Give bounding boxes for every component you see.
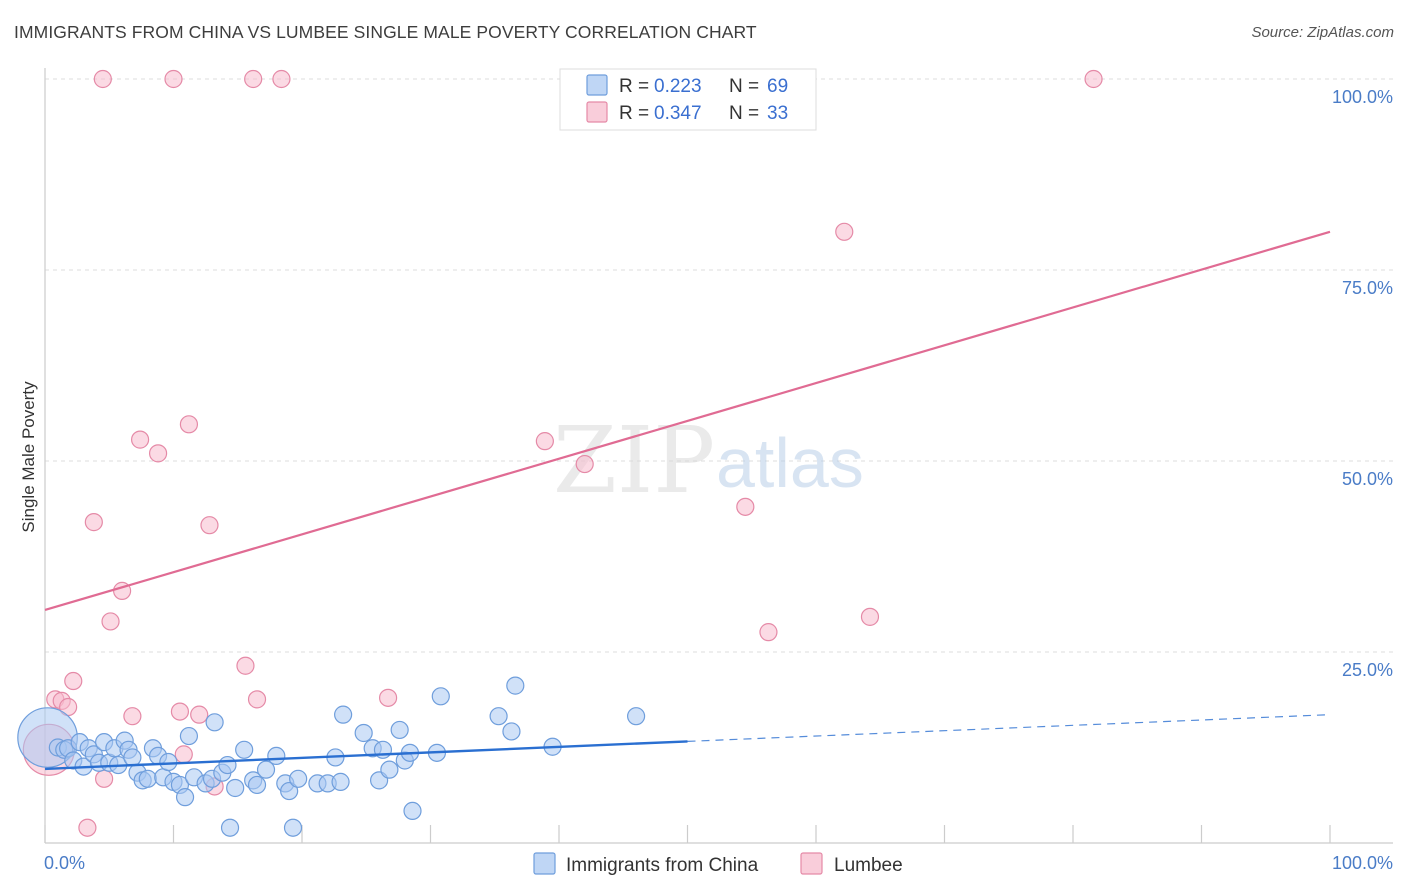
lumbee-point-16 [190,705,209,724]
y-axis-label: Single Male Poverty [19,381,38,533]
china-point-42 [280,781,299,801]
lumbee-point-22 [93,69,112,89]
legend-r-value-lumbee: 0.347 [654,103,702,124]
lumbee-point-4 [64,671,83,691]
series-legend-swatch-china [533,852,556,875]
china-point-62 [502,722,521,741]
lumbee-point-11 [130,430,150,449]
china-point-33 [218,755,237,775]
lumbee-point-29 [759,623,778,642]
lumbee-point-31 [860,607,880,626]
lumbee-point-23 [164,69,183,89]
lumbee-point-20 [247,690,267,709]
china-point-50 [354,723,373,743]
legend-r-label-lumbee: R = [619,103,649,124]
china-point-19 [138,769,157,788]
lumbee-point-15 [179,415,199,434]
legend-r-label-china: R = [619,76,649,97]
lumbee-point-13 [170,702,190,721]
china-point-44 [289,769,308,788]
legend-n-value-lumbee: 33 [767,103,788,124]
x-tick-label-1: 100.0% [1332,853,1393,873]
china-point-35 [226,778,245,798]
lumbee-point-27 [575,454,594,474]
china-point-31 [205,713,224,732]
lumbee-point-21 [378,688,398,707]
china-point-34 [220,818,240,837]
china-point-65 [626,707,646,726]
china-points [17,676,646,837]
watermark: ZIP atlas [553,407,864,514]
china-point-16 [123,748,142,767]
legend-n-label-china: N = [729,76,759,97]
axes [44,68,1393,844]
china-point-49 [334,705,353,724]
lumbee-point-7 [95,769,114,788]
lumbee-point-12 [148,444,168,463]
grid-lines [45,78,1393,653]
lumbee-point-17 [200,516,219,535]
correlation-legend: R = 0.223 N = 69 R = 0.347 N = 33 [559,68,817,131]
legend-swatch-china [586,74,608,96]
china-point-61 [489,707,508,726]
lumbee-point-10 [123,707,142,726]
trend-lines [44,230,1331,771]
legend-n-label-lumbee: N = [729,103,759,124]
china-point-48 [331,772,350,791]
y-tick-label-2: 50.0% [1342,469,1393,489]
china-point-40 [267,746,286,766]
y-tick-label-1: 75.0% [1342,278,1393,298]
china-point-54 [380,760,399,779]
series-legend-label-china: Immigrants from China [566,855,759,876]
lumbee-point-5 [78,818,97,837]
china-point-38 [247,775,267,795]
lumbee-point-25 [272,69,291,89]
x-tick-label-0: 0.0% [44,853,85,873]
chart-title: IMMIGRANTS FROM CHINA VS LUMBEE SINGLE M… [14,22,757,42]
y-tick-label-3: 25.0% [1342,660,1393,680]
china-point-23 [159,752,178,772]
china-point-58 [403,801,422,821]
china-trend-extension [687,714,1331,742]
lumbee-point-6 [84,513,103,532]
china-point-36 [235,740,254,759]
lumbee-point-9 [101,612,120,631]
lumbee-point-32 [1084,69,1103,89]
china-point-43 [283,818,303,837]
lumbee-point-30 [835,222,854,241]
x-tick-labels: 0.0% 100.0% [44,853,1393,873]
y-tick-label-0: 100.0% [1332,87,1393,107]
china-point-39 [256,760,276,779]
lumbee-point-28 [736,497,755,516]
china-point-63 [506,676,525,695]
china-point-27 [179,726,199,746]
china-point-60 [431,687,450,706]
legend-swatch-lumbee [586,101,608,123]
lumbee-trend-line [44,230,1331,612]
watermark-atlas: atlas [716,424,864,502]
y-tick-labels: 100.0% 75.0% 50.0% 25.0% [1332,87,1393,680]
series-legend-label-lumbee: Lumbee [834,855,903,876]
lumbee-point-26 [535,432,554,451]
china-point-55 [390,720,409,740]
series-legend-swatch-lumbee [800,852,823,875]
lumbee-point-24 [244,69,263,89]
china-point-26 [175,788,195,807]
legend-n-value-china: 69 [767,76,788,97]
legend-r-value-china: 0.223 [654,76,702,97]
series-legend: Immigrants from China Lumbee [533,852,903,876]
source-credit: Source: ZipAtlas.com [1251,24,1394,41]
lumbee-point-14 [174,745,193,764]
lumbee-point-19 [236,656,255,675]
china-trend-line [44,740,688,771]
